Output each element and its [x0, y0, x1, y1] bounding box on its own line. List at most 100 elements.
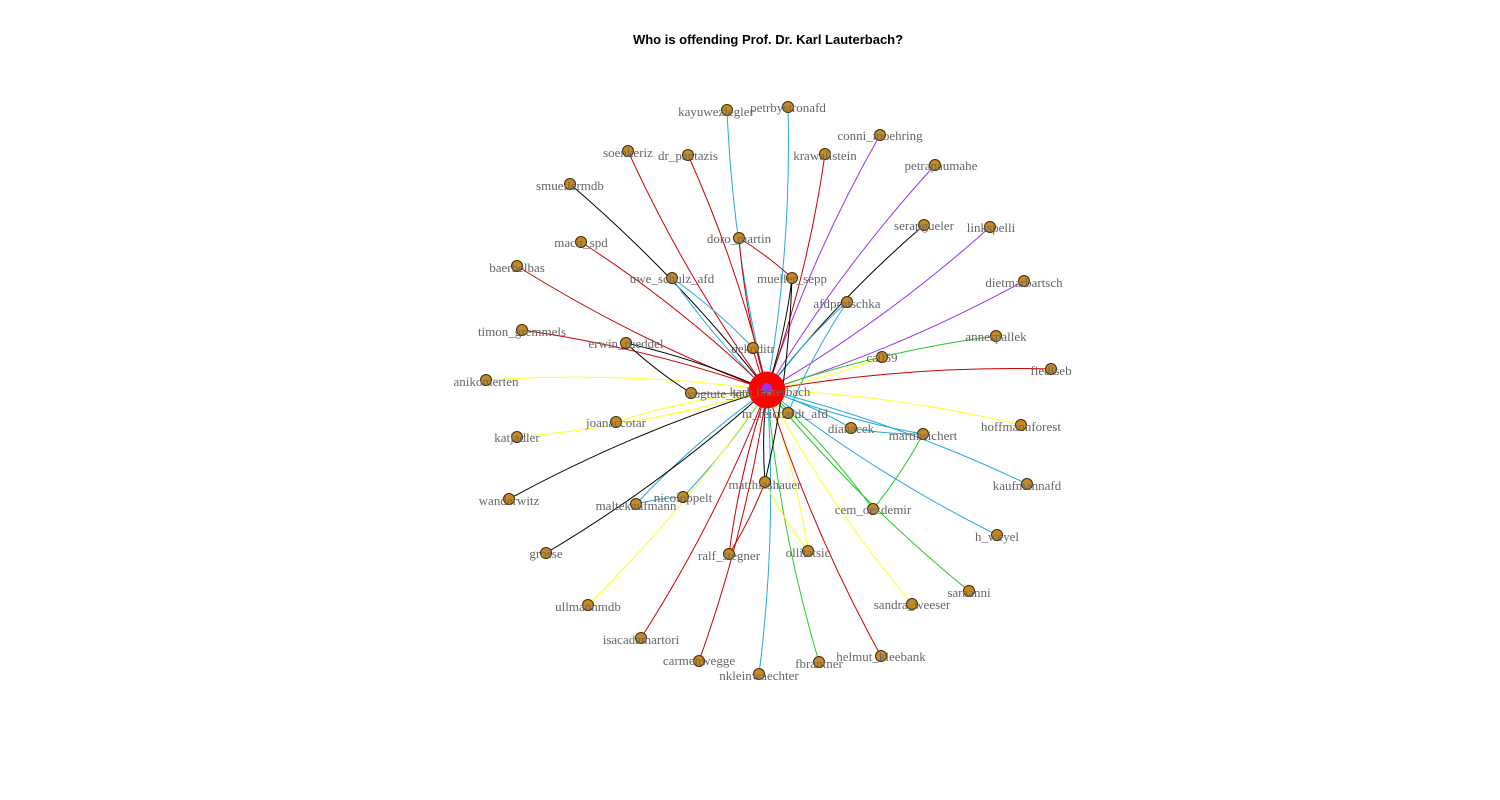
- arrow-head: [752, 373, 765, 387]
- node-label: uwe_schulz_afd: [630, 271, 715, 286]
- node-label: maltekaufmann: [596, 498, 677, 513]
- node-label: soenkeriz: [603, 145, 653, 160]
- node-soenkeriz: [622, 145, 634, 157]
- node-serapgueler: [918, 219, 930, 231]
- node-label: krawallstein: [793, 148, 857, 163]
- node-nicoloppelt: [677, 491, 689, 503]
- node-label: hoffmannforest: [981, 419, 1061, 434]
- node-label: afdprotschka: [813, 296, 880, 311]
- edge: [640, 389, 768, 639]
- node-label: kaufmannafd: [993, 478, 1062, 493]
- node-anikomerten: [480, 374, 492, 386]
- node-label: helmut_kleebank: [836, 649, 926, 664]
- node-label: doro_martin: [707, 231, 772, 246]
- node-ralf_stegner: [723, 548, 735, 560]
- node-label: dianacek: [828, 421, 875, 436]
- node-saraanni: [963, 585, 975, 597]
- node-label: timon_gremmels: [478, 324, 566, 339]
- node-label: saraanni: [947, 585, 991, 600]
- arrow-head: [752, 393, 765, 407]
- node-ca059: [876, 351, 888, 363]
- arrow-head: [767, 371, 775, 387]
- edge: [687, 154, 768, 391]
- node-label: dietmarbartsch: [985, 275, 1063, 290]
- node-label: ca059: [866, 350, 897, 365]
- node-timon_gremmels: [516, 324, 528, 336]
- node-krawallstein: [819, 148, 831, 160]
- arrowheads-layer: [748, 371, 786, 409]
- node-label: macit_spd: [554, 235, 608, 250]
- node-mueller_sepp: [786, 272, 798, 284]
- edge: [580, 241, 768, 391]
- node-label: joanaccotar: [585, 415, 647, 430]
- node-linkspelli: [984, 221, 996, 233]
- node-h_weyel: [991, 529, 1003, 541]
- edge: [766, 389, 820, 663]
- node-sandra_weeser: [906, 598, 918, 610]
- node-label: katjadler: [494, 430, 540, 445]
- node-annespallek: [990, 330, 1002, 342]
- edge: [766, 368, 1052, 391]
- node-dianacek: [845, 422, 857, 434]
- node-label: smuellermdb: [536, 178, 604, 193]
- node-label: karl_lauterbach: [730, 384, 811, 399]
- node-label: nicoloppelt: [654, 490, 713, 505]
- edge: [758, 389, 772, 675]
- node-label: martinsichert: [889, 428, 958, 443]
- edge: [738, 237, 793, 279]
- arrow-head: [769, 393, 781, 408]
- node-label: fbrantner: [795, 656, 843, 671]
- node-afdprotschka: [841, 296, 853, 308]
- node-kayuweziegler: [721, 104, 733, 116]
- node-petrapaumahe: [929, 159, 941, 171]
- node-m_reichardt_afd: [782, 407, 794, 419]
- edge: [521, 329, 768, 391]
- edge: [766, 389, 924, 435]
- hub-marker: [762, 383, 772, 393]
- node-label: petrapaumahe: [905, 158, 978, 173]
- node-conni_moehring: [874, 129, 886, 141]
- edge: [545, 389, 768, 554]
- node-label: annespallek: [965, 329, 1027, 344]
- arrow-head: [769, 373, 783, 388]
- node-wanderwitz: [503, 493, 515, 505]
- edge: [787, 301, 848, 414]
- node-cem_oezdemir: [867, 503, 879, 515]
- node-isacadamartori: [635, 632, 647, 644]
- edge: [728, 481, 766, 555]
- edge: [627, 150, 768, 391]
- edge: [764, 277, 793, 483]
- edge: [766, 389, 1022, 426]
- node-hoffmannforest: [1015, 419, 1027, 431]
- node-martinsichert: [917, 428, 929, 440]
- node-label: vogtute_karl: [687, 386, 753, 401]
- node-dietmarbartsch: [1018, 275, 1030, 287]
- node-label: sandra_weeser: [874, 597, 951, 612]
- node-dekoditr: [747, 342, 759, 354]
- node-label: m_reichardt_afd: [742, 406, 828, 421]
- edge: [485, 376, 768, 391]
- node-label: anikomerten: [454, 374, 519, 389]
- node-label: fiedlseb: [1030, 363, 1071, 378]
- node-label: cem_oezdemir: [835, 502, 912, 517]
- edge: [766, 389, 1028, 485]
- edge: [766, 389, 913, 605]
- node-helmut_kleebank: [875, 650, 887, 662]
- node-label: dr_pantazis: [658, 148, 718, 163]
- edge: [766, 153, 826, 391]
- node-vogtute_karl: [685, 387, 697, 399]
- node-label: matthiashauer: [729, 477, 803, 492]
- node-macit_spd: [575, 236, 587, 248]
- node-ullmannmdb: [582, 599, 594, 611]
- node-label: isacadamartori: [603, 632, 680, 647]
- edge: [698, 389, 768, 662]
- arrow-head: [757, 371, 766, 387]
- edge: [671, 277, 754, 349]
- node-dr_pantazis: [682, 149, 694, 161]
- edge: [516, 265, 768, 391]
- edge: [766, 106, 789, 391]
- node-label: serapgueler: [894, 218, 955, 233]
- node-label: carmenwegge: [663, 653, 735, 668]
